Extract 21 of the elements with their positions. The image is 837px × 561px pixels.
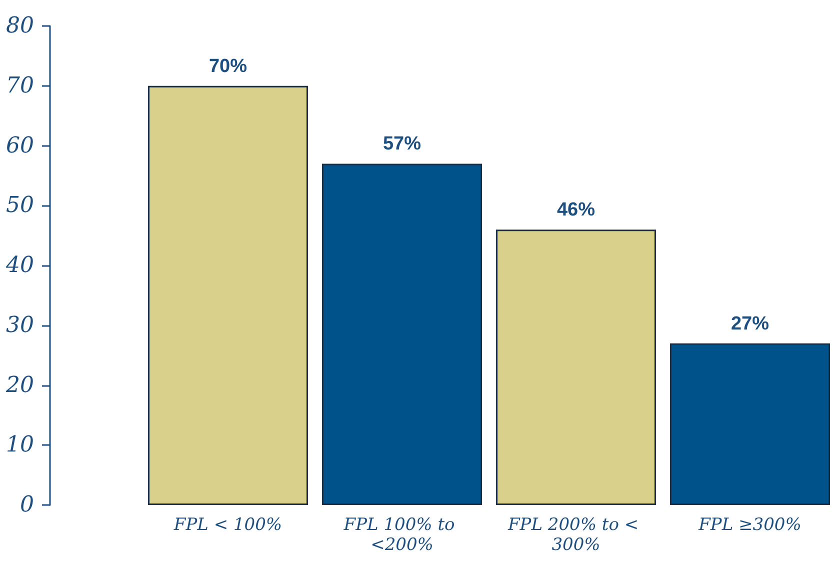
y-tick-label: 10 [6,432,34,458]
y-tick-label: 0 [20,492,34,518]
y-tick-label: 40 [5,253,34,278]
y-tick-label: 50 [6,193,34,218]
data-label: 46% [556,200,596,221]
y-tick-label: 70 [6,73,34,98]
bar [670,343,830,505]
y-tick-label: 20 [5,372,34,398]
bar [322,164,482,505]
y-tick-label: 60 [6,133,34,158]
y-tick-label: 80 [6,14,34,38]
x-tick-label: FPL < 100% [172,515,282,535]
x-tick-label: FPL 200% to < 300% [506,515,644,555]
bar [148,86,308,505]
data-label: 57% [382,134,422,155]
x-tick-label: FPL 100% to <200% [342,515,460,555]
data-label: 70% [208,56,248,77]
bar [496,230,656,505]
data-label: 27% [730,313,770,334]
y-tick-label: 30 [6,312,34,338]
x-tick-label: FPL ≥300% [698,515,802,535]
